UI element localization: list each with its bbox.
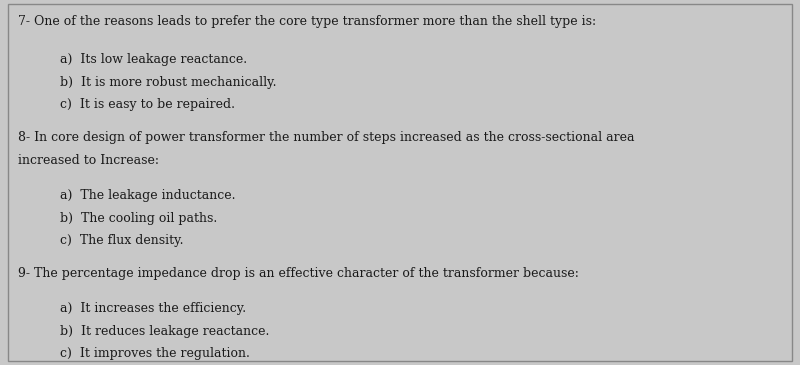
Text: a)  Its low leakage reactance.: a) Its low leakage reactance. <box>60 53 247 66</box>
Text: c)  It is easy to be repaired.: c) It is easy to be repaired. <box>60 98 235 111</box>
Text: 8- In core design of power transformer the number of steps increased as the cros: 8- In core design of power transformer t… <box>18 131 634 145</box>
Text: c)  The flux density.: c) The flux density. <box>60 234 183 247</box>
Text: a)  The leakage inductance.: a) The leakage inductance. <box>60 189 235 202</box>
Text: 7- One of the reasons leads to prefer the core type transformer more than the sh: 7- One of the reasons leads to prefer th… <box>18 15 596 28</box>
Text: b)  It is more robust mechanically.: b) It is more robust mechanically. <box>60 76 277 89</box>
Text: 9- The percentage impedance drop is an effective character of the transformer be: 9- The percentage impedance drop is an e… <box>18 267 578 280</box>
Text: a)  It increases the efficiency.: a) It increases the efficiency. <box>60 302 246 315</box>
Text: increased to Increase:: increased to Increase: <box>18 154 158 167</box>
Text: b)  It reduces leakage reactance.: b) It reduces leakage reactance. <box>60 325 270 338</box>
Text: c)  It improves the regulation.: c) It improves the regulation. <box>60 347 250 361</box>
Text: b)  The cooling oil paths.: b) The cooling oil paths. <box>60 212 218 225</box>
